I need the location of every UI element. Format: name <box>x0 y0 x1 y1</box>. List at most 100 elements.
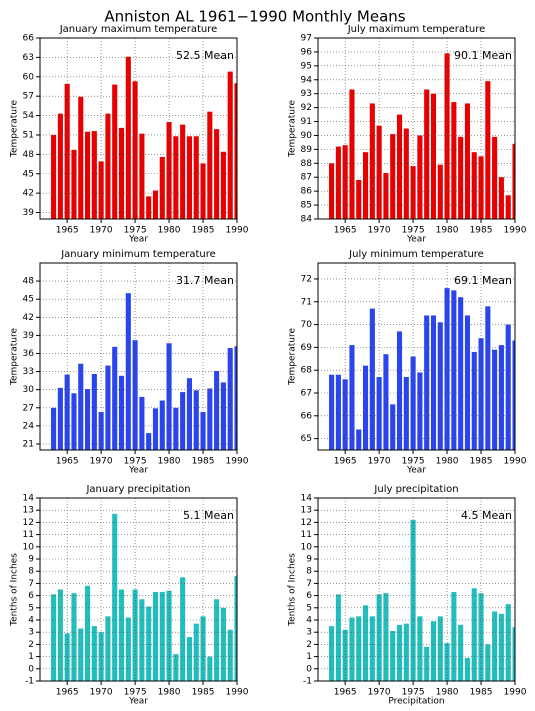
x-tick-label: 1970 <box>90 457 113 467</box>
x-tick-label: 1970 <box>90 688 113 698</box>
bar <box>417 372 423 450</box>
bar <box>71 393 77 450</box>
bar <box>193 623 199 681</box>
x-tick-label: 1965 <box>56 688 79 698</box>
y-tick-label: 63 <box>23 53 34 63</box>
bar <box>85 131 91 219</box>
y-tick-label: 33 <box>23 367 34 377</box>
y-tick-label: 1 <box>28 652 34 662</box>
bar <box>390 630 396 681</box>
x-tick-label: 1970 <box>368 688 391 698</box>
x-tick-label: 1985 <box>192 226 215 236</box>
bar <box>437 322 443 450</box>
bar <box>458 624 464 681</box>
y-tick-label: 1 <box>306 652 312 662</box>
bar <box>98 161 104 219</box>
x-axis-label: Year <box>406 466 426 476</box>
x-tick-label: 1980 <box>158 226 181 236</box>
bar <box>105 616 111 681</box>
chart-title: July precipitation <box>373 484 458 495</box>
bar <box>383 173 389 219</box>
bar <box>437 616 443 681</box>
bar <box>444 288 450 450</box>
bar <box>329 163 335 219</box>
x-tick-label: 1975 <box>402 688 425 698</box>
bar <box>430 93 437 219</box>
x-axis-label: Year <box>128 697 148 707</box>
y-tick-label: 4 <box>306 616 312 626</box>
y-tick-label: 94 <box>301 75 313 85</box>
bar <box>417 135 423 219</box>
y-tick-label: 12 <box>301 518 312 528</box>
x-tick-label: 1980 <box>436 226 459 236</box>
bar <box>91 373 97 450</box>
y-tick-label: 45 <box>23 169 34 179</box>
y-tick-label: 48 <box>23 277 35 287</box>
x-tick-label: 1990 <box>226 457 249 467</box>
bar <box>234 346 237 450</box>
bar <box>234 576 237 681</box>
bar <box>396 331 403 450</box>
bar <box>112 513 118 681</box>
bar <box>403 623 409 681</box>
x-axis-label: Year <box>406 235 426 245</box>
bar <box>139 133 145 219</box>
y-tick-label: 12 <box>23 518 34 528</box>
bar <box>335 374 341 450</box>
y-tick-label: 7 <box>28 579 34 589</box>
bars <box>329 288 515 450</box>
bar <box>146 606 152 681</box>
y-tick-label: 2 <box>306 640 312 650</box>
bar <box>180 124 186 219</box>
bars <box>329 53 515 219</box>
bar <box>91 626 97 681</box>
bar <box>159 156 165 219</box>
bar <box>173 407 179 450</box>
bar <box>78 96 84 219</box>
bar <box>349 89 355 219</box>
y-tick-label: 88 <box>301 159 313 169</box>
bar <box>410 356 416 450</box>
mean-annotation: 52.5 Mean <box>176 49 234 62</box>
y-tick-label: 97 <box>301 34 312 44</box>
bar <box>424 89 430 219</box>
bar <box>207 111 213 219</box>
bar <box>505 195 511 219</box>
bar <box>403 377 409 450</box>
mean-annotation: 4.5 Mean <box>461 509 512 522</box>
bar <box>485 81 491 219</box>
y-tick-label: 5 <box>306 603 312 613</box>
bar <box>505 324 511 450</box>
bar <box>492 136 498 219</box>
bar <box>112 84 118 219</box>
bar <box>71 593 77 681</box>
x-tick-label: 1980 <box>436 457 459 467</box>
page-title: Anniston AL 1961−1990 Monthly Means <box>104 8 405 26</box>
bar <box>180 577 186 681</box>
x-tick-label: 1975 <box>124 226 147 236</box>
x-tick-label: 1975 <box>124 688 147 698</box>
y-tick-label: 90 <box>301 131 313 141</box>
x-tick-label: 1990 <box>504 688 527 698</box>
bar <box>78 628 84 681</box>
chart-title: January maximum temperature <box>59 24 218 35</box>
x-tick-label: 1975 <box>124 457 147 467</box>
y-tick-label: 0 <box>28 664 34 674</box>
bar <box>363 152 369 219</box>
y-tick-label: 67 <box>301 388 312 398</box>
y-tick-label: 11 <box>23 530 34 540</box>
bar <box>369 308 375 450</box>
bar <box>64 374 70 450</box>
y-tick-label: 13 <box>301 506 312 516</box>
chart-panel: January precipitation-101234567891011121… <box>10 484 249 707</box>
bar <box>132 589 138 681</box>
bar <box>363 365 369 450</box>
bar <box>125 617 131 681</box>
bar <box>51 594 57 681</box>
bar <box>91 131 97 219</box>
bar <box>220 382 226 450</box>
bar <box>485 644 491 681</box>
y-tick-label: 8 <box>28 567 34 577</box>
bar <box>335 146 341 219</box>
y-tick-label: -1 <box>303 677 312 687</box>
